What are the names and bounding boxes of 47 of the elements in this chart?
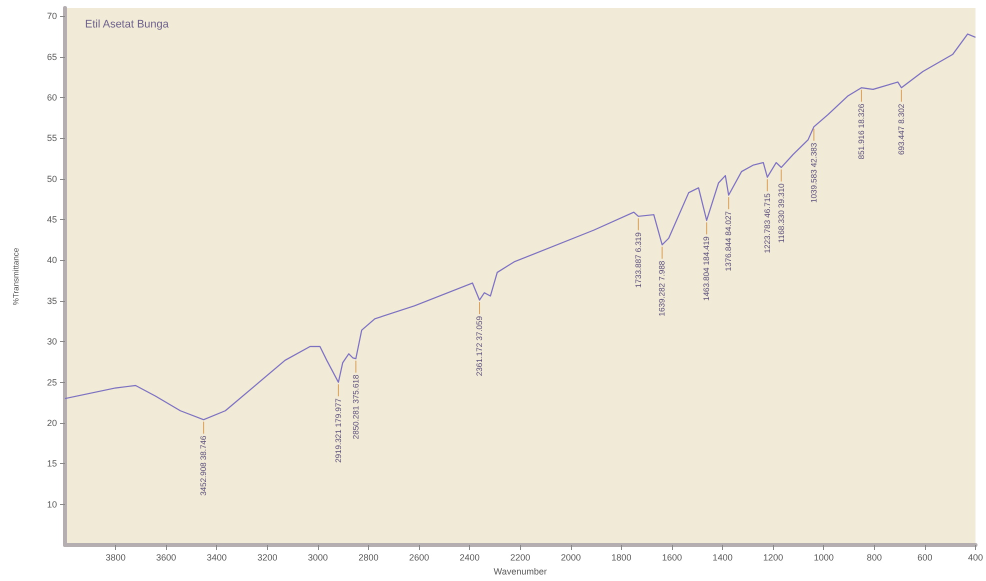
y-tick-label: 50 xyxy=(46,174,57,184)
annotation: 1463.804 184.419 xyxy=(702,236,712,301)
x-tick-label: 3200 xyxy=(257,552,278,562)
y-tick-label: 15 xyxy=(46,458,57,469)
y-tick-label: 35 xyxy=(46,296,57,306)
annotation: 2361.172 37.059 xyxy=(475,316,484,376)
x-tick-label: 1400 xyxy=(712,552,733,562)
x-tick-label: 3800 xyxy=(106,552,126,562)
x-tick-label: 400 xyxy=(968,552,984,562)
y-tick-label: 40 xyxy=(46,255,57,266)
annotation: 3452.908 38.746 xyxy=(199,435,208,496)
annotation: 1039.583 42.383 xyxy=(809,142,818,203)
x-tick-label: 1600 xyxy=(662,552,682,562)
y-tick-label: 30 xyxy=(46,336,57,347)
x-tick-label: 1000 xyxy=(814,552,834,562)
annotation: 1168.330 39.310 xyxy=(776,182,786,243)
x-tick-label: 2600 xyxy=(409,552,430,562)
x-tick-label: 2800 xyxy=(358,552,379,562)
annotation: 1376.844 84.027 xyxy=(724,210,734,272)
x-tick-label: 2400 xyxy=(460,552,480,562)
y-tick-label: 10 xyxy=(46,499,57,510)
annotation: 851.916 18.326 xyxy=(856,103,866,160)
annotation: 1223.783 46.715 xyxy=(762,192,772,254)
annotation: 2850.281 375.618 xyxy=(351,374,360,440)
y-tick-label: 20 xyxy=(46,418,57,428)
y-axis-title: %Transmittance xyxy=(12,247,20,306)
annotation: 2919.321 179.977 xyxy=(334,398,343,463)
x-tick-label: 3600 xyxy=(156,552,176,562)
annotation: 693.447 8.302 xyxy=(896,103,906,155)
x-tick-label: 800 xyxy=(866,552,882,562)
y-tick-label: 60 xyxy=(46,92,57,102)
annotation: 1733.887 6.319 xyxy=(634,232,643,288)
x-tick-label: 2200 xyxy=(510,552,530,562)
y-tick-label: 65 xyxy=(46,52,57,62)
y-tick-label: 45 xyxy=(46,214,57,225)
y-tick-label: 25 xyxy=(46,377,57,388)
y-tick-label: 70 xyxy=(46,11,57,22)
x-tick-label: 3000 xyxy=(308,552,328,562)
x-tick-label: 3400 xyxy=(206,552,227,562)
annotation: 1639.282 7.988 xyxy=(658,260,667,316)
x-tick-label: 1800 xyxy=(611,552,632,562)
text: Etil Asetat Bunga xyxy=(85,18,170,30)
x-tick-label: 600 xyxy=(917,552,932,562)
x-axis-title: Wavenumber xyxy=(494,566,547,576)
y-tick-label: 55 xyxy=(46,133,57,144)
x-tick-label: 2000 xyxy=(560,552,581,562)
x-tick-label: 1200 xyxy=(763,552,784,562)
